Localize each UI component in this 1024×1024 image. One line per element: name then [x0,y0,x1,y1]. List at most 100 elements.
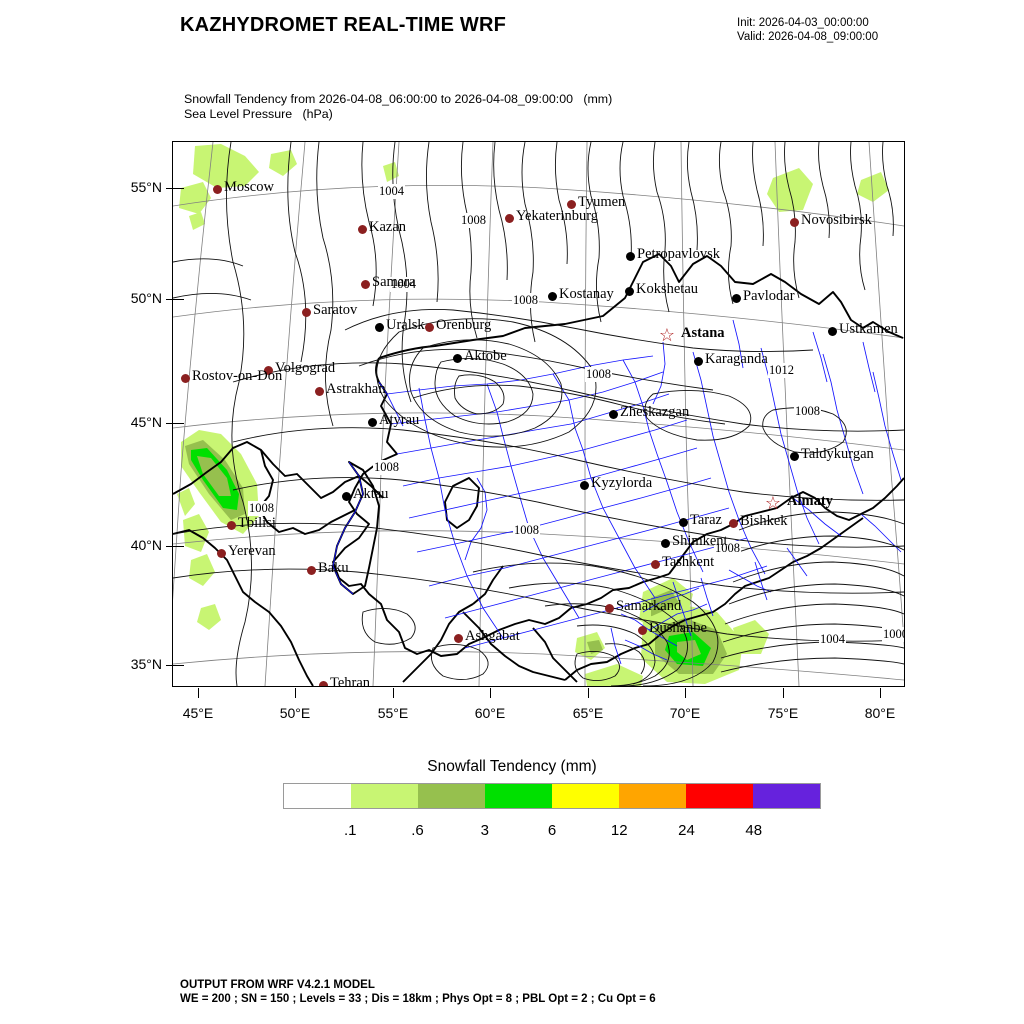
city-dot-icon [452,353,462,363]
colorbar-segment-5 [619,784,686,808]
city-label: Tashkent [662,554,715,570]
city-label: Atyrau [379,412,420,428]
city-dot-icon [604,603,614,613]
city-dot-icon [306,565,316,575]
city-dot-icon [360,279,370,289]
city-dot-icon [625,251,635,261]
lon-tick-mark [685,688,686,698]
city-label: Volgograd [275,360,336,376]
city-dot-icon [318,680,328,686]
colorbar-tick-label: 6 [547,822,557,839]
footer-model: OUTPUT FROM WRF V4.2.1 MODEL [180,979,375,991]
colorbar-segment-2 [418,784,485,808]
city-label: Kyzylorda [591,475,653,491]
isobar-label: 1008 [248,501,275,516]
city-label: Yerevan [228,543,276,559]
lon-tick-label: 75°E [767,705,799,721]
city-label: Tbilisi [238,515,276,531]
city-label: Ashgabat [465,628,520,644]
map-graphics [173,142,904,686]
weather-map: 1004 1008 1004 1008 1008 1012 1008 1008 1008 1008… [172,141,905,687]
colorbar [283,783,821,809]
lat-tick-label: 50°N [130,290,162,306]
country-borders [173,253,904,686]
city-dot-icon [212,184,222,194]
city-dot-icon [728,518,738,528]
city-label: Almaty [787,493,833,509]
city-dot-icon [579,480,589,490]
city-dot-icon [504,213,514,223]
city-label: Saratov [313,302,358,318]
city-dot-icon [637,625,647,635]
lon-tick-mark [198,688,199,698]
init-time: Init: 2026-04-03_00:00:00 [737,17,869,29]
city-dot-icon [180,373,190,383]
colorbar-segment-7 [753,784,820,808]
colorbar-tick-label: .6 [411,822,424,839]
city-label: Taldykurgan [801,446,874,462]
colorbar-title: Snowfall Tendency (mm) [427,758,597,775]
colorbar-ticks: .1 .6 3 6 12 24 48 [283,822,821,846]
lon-tick-label: 80°E [864,705,896,721]
city-label: Taraz [690,512,722,528]
province-borders [332,319,902,665]
isobar-label: 1008 [794,404,821,419]
lon-tick-label: 70°E [669,705,701,721]
city-label: Orenburg [436,317,492,333]
isobar-label: 1004 [390,277,417,292]
city-label: Karaganda [705,351,768,367]
pressure-isobars [173,142,904,686]
footer-config: WE = 200 ; SN = 150 ; Levels = 33 ; Dis … [180,993,656,1005]
colorbar-segment-1 [351,784,418,808]
isobar-label: 1012 [768,363,795,378]
city-label: Pavlodar [743,288,795,304]
city-dot-icon [731,293,741,303]
city-dot-icon [608,409,618,419]
colorbar-segment-3 [485,784,552,808]
lat-tick-mark [166,188,184,189]
isobar-label: 1008 [585,367,612,382]
capital-star-icon: ☆ [658,325,676,345]
city-label: Ustkamen [839,321,898,337]
isobar-label: 1004 [819,632,846,647]
lon-tick-mark [880,688,881,698]
city-dot-icon [650,559,660,569]
city-label: Bishkek [740,513,788,529]
colorbar-segment-6 [686,784,753,808]
lon-tick-label: 65°E [572,705,604,721]
city-label: Yekaterinburg [516,208,599,224]
city-dot-icon [314,386,324,396]
model-footer: OUTPUT FROM WRF V4.2.1 MODEL WE = 200 ; … [180,978,656,1006]
lon-tick-mark [295,688,296,698]
city-dot-icon [789,451,799,461]
city-dot-icon [660,538,670,548]
city-label: Kokshetau [636,281,699,297]
city-label: Astana [681,325,725,341]
city-label: Astrakhan [326,381,386,397]
subtitle-snowfall: Snowfall Tendency from 2026-04-08_06:00:… [184,92,613,106]
city-dot-icon [566,199,576,209]
subtitle-pressure: Sea Level Pressure (hPa) [184,107,333,121]
city-dot-icon [367,417,377,427]
lat-tick-label: 40°N [130,537,162,553]
colorbar-tick-label: 48 [745,822,763,839]
city-label: Petropavlovsk [637,246,720,262]
city-label: Kostanay [559,286,614,302]
lat-tick-mark [166,546,184,547]
lon-tick-mark [393,688,394,698]
isobar-label: 1008 [714,541,741,556]
model-run-info: Init: 2026-04-03_00:00:00 Valid: 2026-04… [737,16,878,44]
city-label: Aktobe [464,348,507,364]
lon-tick-mark [588,688,589,698]
isobar-label: 1008 [373,460,400,475]
city-dot-icon [678,517,688,527]
city-dot-icon [547,291,557,301]
colorbar-segment-4 [552,784,619,808]
lat-tick-label: 55°N [130,179,162,195]
city-label: Kazan [369,219,407,235]
lon-tick-label: 60°E [474,705,506,721]
colorbar-segment-0 [284,784,351,808]
lat-tick-label: 35°N [130,656,162,672]
page-title: KAZHYDROMET REAL-TIME WRF [180,14,507,36]
colorbar-tick-label: 24 [678,822,695,839]
